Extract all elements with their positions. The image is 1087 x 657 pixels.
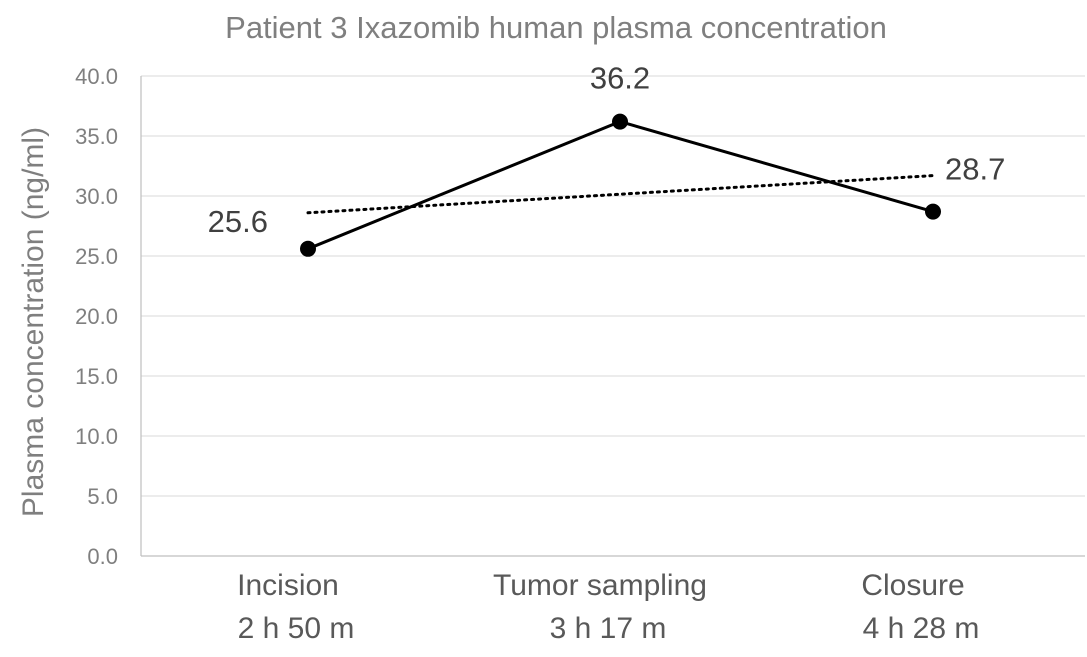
y-tick-labels: 0.0 5.0 10.0 15.0 20.0 25.0 30.0 35.0 40.0 — [75, 64, 118, 569]
trendline — [306, 174, 935, 215]
y-tick-label: 5.0 — [87, 484, 118, 509]
x-tick-label: Tumor sampling — [493, 569, 707, 602]
trendline-layer — [306, 174, 935, 215]
x-tick-label: Incision — [237, 569, 339, 602]
y-axis-label: Plasma concentration (ng/ml) — [17, 127, 50, 517]
x-tick-sublabel: 3 h 17 m — [550, 612, 667, 645]
data-point — [612, 113, 628, 130]
y-tick-label: 30.0 — [75, 184, 118, 209]
y-tick-label: 35.0 — [75, 124, 118, 149]
x-tick-sublabel: 4 h 28 m — [863, 612, 980, 645]
data-label: 36.2 — [590, 61, 650, 96]
series-line — [307, 120, 934, 251]
x-tick-sublabel: 2 h 50 m — [238, 612, 355, 645]
data-point — [300, 240, 316, 257]
x-tick-labels: Incision 2 h 50 m Tumor sampling 3 h 17 m Cl… — [237, 569, 979, 645]
series-layer — [300, 113, 941, 257]
gridlines — [141, 75, 1085, 497]
data-point — [925, 203, 941, 220]
chart-title: Patient 3 Ixazomib human plasma concentr… — [225, 10, 887, 45]
y-tick-label: 20.0 — [75, 304, 118, 329]
y-tick-label: 15.0 — [75, 364, 118, 389]
x-tick-label: Closure — [861, 569, 964, 602]
data-label: 25.6 — [208, 204, 268, 239]
data-label: 28.7 — [945, 152, 1005, 187]
data-labels: 25.6 36.2 28.7 — [208, 61, 1006, 239]
y-tick-label: 10.0 — [75, 424, 118, 449]
y-tick-label: 0.0 — [87, 544, 118, 569]
y-tick-label: 40.0 — [75, 64, 118, 89]
y-tick-label: 25.0 — [75, 244, 118, 269]
